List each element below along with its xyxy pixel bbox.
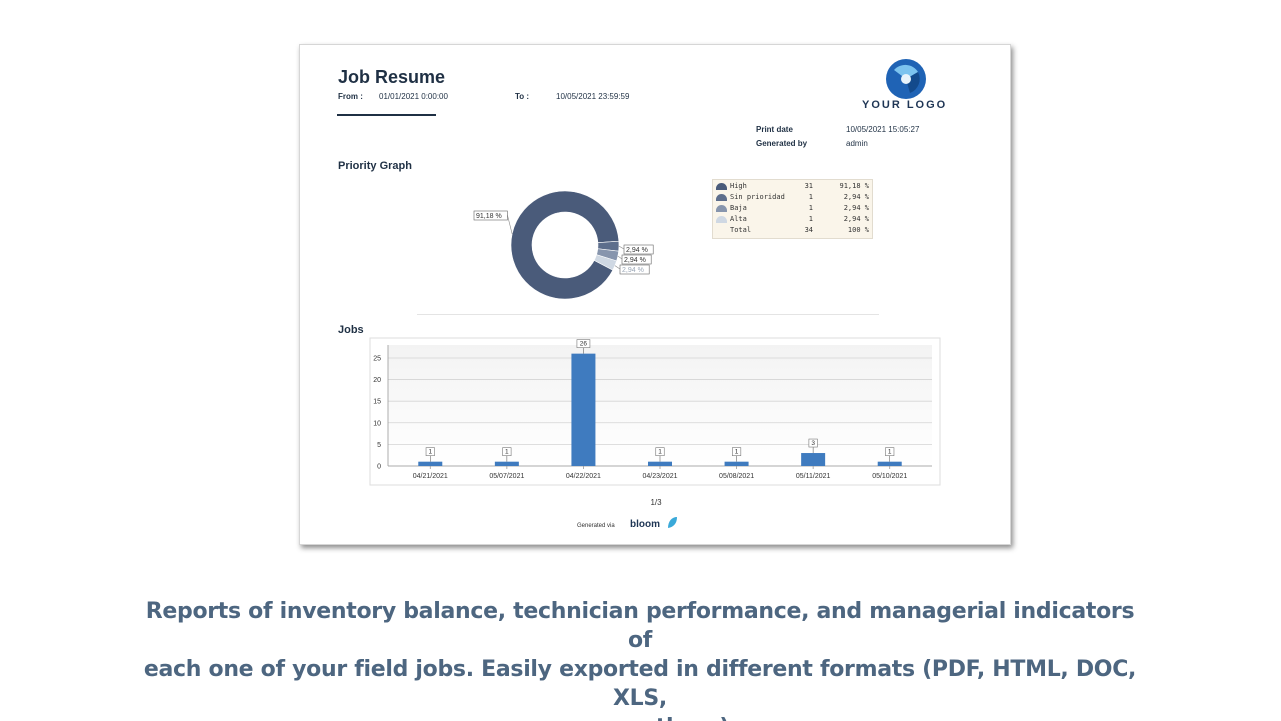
bar-data-label: 26 [580,341,588,348]
jobs-bar-chart: 0 5 10 15 20 25 1 04/21/2021 1 05/07/2021 26 04/22/… [369,337,941,486]
bar-label-box [502,447,512,456]
legend-percent: 2,94 % [843,193,869,201]
bar-label-box [885,447,895,456]
donut-label-box [623,244,654,255]
legend-swatch-icon [716,205,727,212]
jobs-section-title: Jobs [338,324,364,336]
bar-label-box [808,438,818,448]
title-underline [337,114,436,116]
priority-graph-title: Priority Graph [338,160,412,172]
logo-icon [886,59,926,99]
from-value: 01/01/2021 0:00:00 [379,92,448,101]
legend-name: Sin prioridad [730,193,785,201]
bar-plot-area [388,345,932,466]
x-tick-label: 04/22/2021 [566,473,601,480]
x-tick-label: 05/10/2021 [872,473,907,480]
bar [494,461,519,466]
bar-data-label: 1 [888,449,892,456]
legend-count: 1 [808,193,813,201]
to-label: To : [515,92,530,101]
y-tick-label: 15 [373,399,381,406]
legend-swatch-icon [716,194,727,201]
bar-data-label: 3 [811,440,815,447]
x-tick-label: 05/11/2021 [796,473,831,480]
generated-by-label: Generated by [756,139,808,148]
priority-donut-chart: 91,18 % 2,94 % 2,94 % 2,94 % [473,190,654,300]
x-tick-label: 04/21/2021 [413,473,448,480]
section-divider [417,314,879,315]
legend-name: Total [730,226,752,234]
y-tick-label: 25 [373,355,381,362]
legend-percent: 2,94 % [843,215,869,223]
legend-name: Baja [730,204,747,212]
bar-label-box [655,447,665,456]
legend-swatch-icon [716,216,727,223]
print-date-label: Print date [756,125,793,134]
bar-label-box [425,447,435,456]
legend-swatch-icon [716,183,727,190]
bar-data-label: 1 [505,449,509,456]
bloom-leaf-icon [668,517,677,528]
priority-legend: High 31 91,18 % Sin prioridad 1 2,94 % Baja 1 2,… [712,179,873,239]
caption: Reports of inventory balance, technician… [140,597,1140,721]
legend-row: High 31 91,18 % [713,181,874,192]
x-tick-label: 05/07/2021 [489,473,524,480]
generated-by-value: admin [846,139,868,148]
donut-leader-line [614,265,621,270]
legend-percent: 91,18 % [839,182,869,190]
logo-text: YOUR LOGO [862,99,948,111]
page-number: 1/3 [650,498,662,507]
legend-count: 31 [804,182,813,190]
legend-count: 1 [808,215,813,223]
donut-slice-high [510,190,620,300]
donut-label-box [619,264,650,275]
bar [648,461,672,466]
donut-leader-line [617,255,623,260]
report-title: Job Resume [338,67,446,87]
bar [724,461,749,466]
bar [801,453,826,466]
caption-line-3: among others) [140,713,1140,721]
y-tick-label: 20 [373,377,381,384]
legend-percent: 100 % [847,226,869,234]
donut-label: 2,94 % [626,247,648,254]
donut-leader-line [618,245,625,250]
print-date-value: 10/05/2021 15:05:27 [846,125,920,134]
legend-percent: 2,94 % [843,204,869,212]
donut-label: 2,94 % [624,257,646,264]
y-tick-label: 5 [377,442,381,449]
report-page: Job Resume From : 01/01/2021 0:00:00 To … [299,44,1011,545]
legend-row: Baja 1 2,94 % [713,203,874,214]
bar-data-label: 1 [428,449,432,456]
caption-line-2: each one of your field jobs. Easily expo… [143,657,1137,711]
caption-line-1: Reports of inventory balance, technician… [145,599,1135,653]
bloom-logo-text: bloom [630,519,660,530]
legend-count: 1 [808,204,813,212]
x-tick-label: 05/08/2021 [719,473,754,480]
donut-label-box [621,254,652,265]
to-value: 10/05/2021 23:59:59 [556,92,630,101]
legend-row: Alta 1 2,94 % [713,214,874,225]
legend-count: 34 [804,226,813,234]
legend-name: Alta [730,215,747,223]
y-tick-label: 0 [377,464,381,471]
bar-data-label: 1 [735,449,739,456]
y-tick-label: 10 [373,420,381,427]
legend-name: High [730,182,747,190]
bar [418,461,443,466]
bar-data-label: 1 [658,449,662,456]
donut-slice-alta [593,254,617,271]
legend-row: Sin prioridad 1 2,94 % [713,192,874,203]
bar [877,461,902,466]
donut-label: 91,18 % [476,213,502,220]
bar-label-box [576,339,591,348]
bar-label-box [732,447,742,456]
bar [571,353,596,466]
from-label: From : [338,92,363,101]
donut-leader-line [507,214,513,235]
legend-row: Total 34 100 % [713,225,874,236]
generated-via-text: Generated via [577,523,615,529]
x-tick-label: 04/23/2021 [642,473,677,480]
donut-label: 2,94 % [622,267,644,274]
